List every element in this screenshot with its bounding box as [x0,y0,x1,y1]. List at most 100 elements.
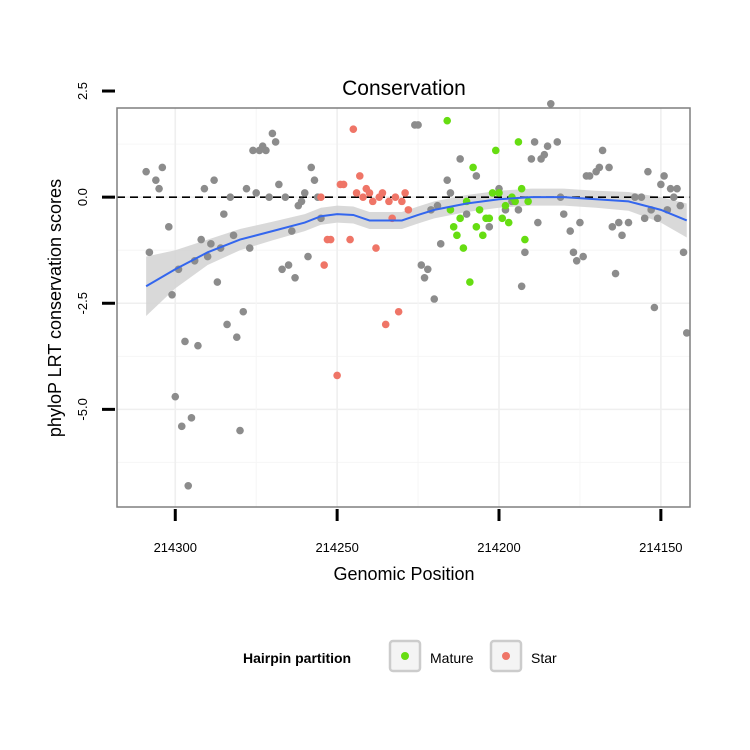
y-tick-label: 2.5 [75,82,90,100]
data-point-mature [485,214,494,223]
x-tick-label: 214300 [154,540,197,555]
data-point-other [433,201,442,210]
data-point-other [543,142,552,151]
data-point-mature [456,214,464,223]
data-point-other [618,231,626,240]
y-tick-label: 0.0 [75,188,90,206]
data-point-other [443,176,452,184]
grid-lines [117,108,690,507]
y-tick-label: -2.5 [75,292,90,314]
data-point-other [229,231,238,240]
data-point-other [142,167,150,176]
data-point-star [333,371,341,380]
data-point-star [381,320,390,329]
data-point-other [624,218,633,227]
data-point-mature [491,146,500,155]
data-point-other [268,129,277,138]
data-point-other [245,244,254,252]
data-point-other [275,180,283,189]
smooth-line [145,196,688,288]
data-point-other [417,261,426,269]
data-point-other [553,138,562,146]
data-point-mature [524,197,532,206]
data-point-other [644,167,652,176]
legend-label-mature: Mature [430,650,474,666]
plot-panel-border [116,107,691,508]
data-point-other [171,392,180,401]
data-point-other [288,227,296,235]
data-point-mature [501,201,510,210]
data-point-other [310,176,319,184]
data-point-other [534,218,542,227]
smooth-line-layer [145,196,688,288]
data-point-star [391,193,400,201]
data-point-other [177,422,186,431]
data-point-other [579,252,587,261]
data-point-other [155,184,163,193]
data-point-other [631,193,639,201]
data-point-other [585,172,594,180]
data-point-other [576,218,584,227]
data-point-other [304,252,312,261]
data-point-other [203,252,212,261]
smooth-confidence-band [146,188,687,316]
data-point-other [637,193,646,201]
data-point-other [271,138,280,146]
data-point-other [297,197,306,206]
data-point-mature [488,189,497,197]
data-point-other [462,210,471,218]
data-point-other [608,223,617,231]
data-point-mature [459,244,468,252]
data-point-other [197,235,205,244]
data-point-star [401,189,409,197]
data-point-other [569,248,578,257]
x-tick-label: 214200 [477,540,520,555]
data-point-mature [498,214,507,223]
data-point-other [540,150,549,159]
data-point-star [355,172,364,180]
data-point-other [517,282,526,291]
data-point-other [232,333,241,342]
data-point-mature [511,197,519,206]
data-point-other [236,426,244,435]
data-point-other [223,320,231,329]
data-point-other [239,307,248,316]
data-point-other [430,295,439,303]
data-point-other [673,184,681,193]
data-point-other [307,163,316,172]
legend-star-dot [502,652,510,660]
data-point-other [640,214,649,223]
data-point-other [226,193,235,201]
y-axis-title: phyloP LRT conservation scores [45,179,65,437]
data-point-other [284,261,293,269]
data-point-mature [469,163,477,172]
legend-label-star: Star [531,650,557,666]
data-point-other [650,303,659,312]
data-point-other [682,329,691,337]
data-point-other [210,176,218,184]
x-axis-title: Genomic Position [333,564,474,584]
data-point-star [368,197,377,206]
data-point-other [168,290,176,299]
data-point-star [385,197,393,206]
data-point-other [300,189,309,197]
legend: Hairpin partition Mature Star [243,639,557,673]
y-axis: 2.5 0.0 -2.5 -5.0 [75,82,115,421]
data-point-star [378,189,387,197]
x-tick-label: 214150 [639,540,682,555]
data-point-star [359,193,367,201]
data-point-mature [472,223,481,231]
data-point-other [265,193,273,201]
data-point-other [145,248,154,257]
data-point-other [527,155,536,163]
data-point-mature [443,116,452,125]
data-point-star [372,244,380,252]
data-point-mature [504,218,513,227]
data-point-other [679,248,688,257]
data-point-other [281,193,290,201]
data-point-other [194,341,202,350]
data-point-other [456,155,464,163]
data-point-other [566,227,575,235]
x-axis: 214300 214250 214200 214150 [154,509,683,555]
